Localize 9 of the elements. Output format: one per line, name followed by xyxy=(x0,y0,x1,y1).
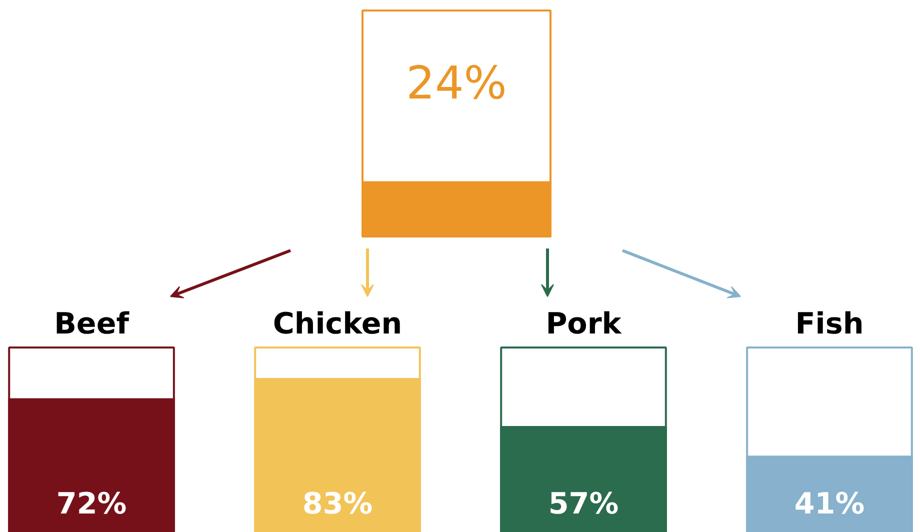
x-tick-label: Pork xyxy=(546,306,623,340)
x-tick-label: Fish xyxy=(795,306,864,340)
x-tick-label: Beef xyxy=(54,306,130,340)
data-label: 72% xyxy=(56,486,127,520)
data-label: 57% xyxy=(548,486,619,520)
data-label: 24% xyxy=(406,56,507,110)
data-label: 41% xyxy=(794,486,865,520)
x-tick-label: Chicken xyxy=(272,306,402,340)
data-label: 83% xyxy=(302,486,373,520)
